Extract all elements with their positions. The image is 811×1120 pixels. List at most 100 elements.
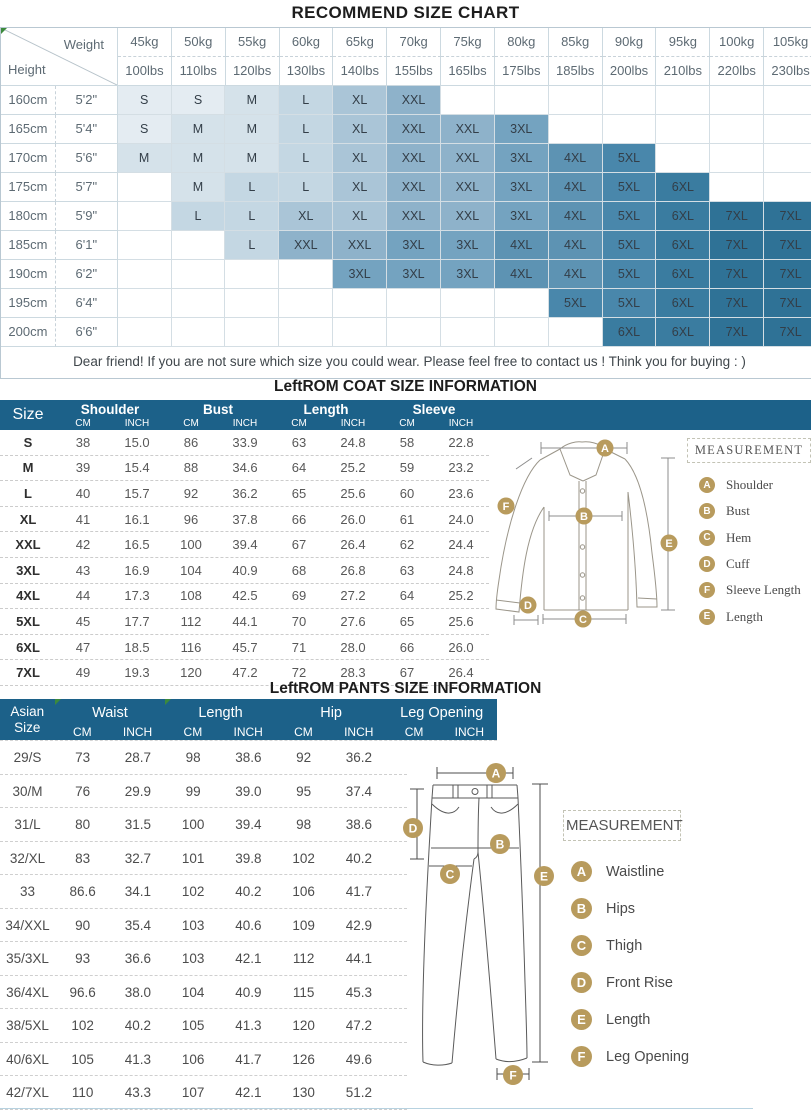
unit-cm-label: CM xyxy=(183,418,199,429)
size-cell: XXL xyxy=(387,173,441,202)
size-cell xyxy=(494,86,549,115)
coat-value-cell: 66 xyxy=(291,511,307,527)
size-cell: XXL xyxy=(440,115,495,144)
size-cell: 7XL xyxy=(710,260,765,289)
coat-value-cell: 17.3 xyxy=(124,588,150,604)
weight-kg-header-cell: 75kg xyxy=(441,28,495,57)
height-weight-corner-cell: Weight Height xyxy=(1,28,118,86)
pants-value-cell: 38.6 xyxy=(345,817,372,833)
height-row: 185cm 6'1" L XXL XXL 3XL 3XL 4XL 4XL 5XL 6XL 7XL 7XL xyxy=(1,231,811,260)
pants-value-cell: 38.6 xyxy=(235,750,262,766)
size-cell: 3XL xyxy=(387,231,441,260)
size-cell: L xyxy=(171,202,226,231)
coat-value-cell: 42 xyxy=(75,537,91,553)
coat-value-cell: 63 xyxy=(399,562,415,578)
pants-value-cell: 38.0 xyxy=(124,984,151,1000)
pants-size-table-body: 29/S 73 28.7 98 38.6 92 36.2 30/M 76 29.9 99 39.0 95… xyxy=(0,740,497,1110)
height-cm-cell: 165cm xyxy=(1,115,56,144)
coat-value-cell: 24.0 xyxy=(448,511,474,527)
coat-value-cell: 120 xyxy=(180,665,202,681)
size-cell: L xyxy=(279,173,334,202)
legend-badge-b: B xyxy=(571,898,592,919)
pants-value-cell: 45.3 xyxy=(345,984,372,1000)
recommend-size-table: Weight Height 45kg 50kg 55kg 60kg 65kg 70kg 75… xyxy=(0,27,811,379)
pants-table-header: Asian Size Waist CM INCH Length CM INCH Hi… xyxy=(0,699,497,740)
legend-item: A Waistline xyxy=(571,853,713,890)
height-cm-cell: 180cm xyxy=(1,202,56,231)
height-row: 165cm 5'4" S M M L XL XXL XXL 3XL xyxy=(1,115,811,144)
size-cell: XXL xyxy=(387,202,441,231)
coat-size-row: M 39 15.4 88 34.6 64 25.2 59 23.2 xyxy=(0,456,489,482)
coat-value-cell: 16.1 xyxy=(124,511,150,527)
height-row: 200cm 6'6" 6XL 6XL 7XL 7XL xyxy=(1,318,811,347)
coat-value-cell: 47.2 xyxy=(232,665,258,681)
size-cell: XL xyxy=(333,144,388,173)
legend-item: E Length xyxy=(571,1001,713,1038)
pants-value-cell: 28.7 xyxy=(124,750,151,766)
coat-value-cell: 18.5 xyxy=(124,639,150,655)
height-row: 175cm 5'7" M L L XL XXL XXL 3XL 4XL 5XL 6XL xyxy=(1,173,811,202)
coat-value-cell: 28.3 xyxy=(340,665,366,681)
pants-value-cell: 40.9 xyxy=(235,984,262,1000)
legend-label: Front Rise xyxy=(606,974,673,991)
weight-lbs-header-row: 100lbs 110lbs 120lbs 130lbs 140lbs 155lbs 165l… xyxy=(118,57,811,86)
size-cell xyxy=(764,144,811,173)
legend-badge-e: E xyxy=(699,608,715,625)
pants-size-row: 32/XL 83 32.7 101 39.8 102 40.2 xyxy=(0,842,497,876)
figure-badge-a: A xyxy=(492,767,501,781)
coat-value-cell: 92 xyxy=(183,485,199,501)
legend-label: Hips xyxy=(606,900,636,917)
coat-size-row: 3XL 43 16.9 104 40.9 68 26.8 63 24.8 xyxy=(0,558,489,584)
coat-size-table-body: S 38 15.0 86 33.9 63 24.8 58 22.8 M 39 15.4 88 34.6 64… xyxy=(0,430,489,686)
height-cm-cell: 170cm xyxy=(1,144,56,173)
size-cell xyxy=(494,289,549,318)
coat-value-cell: 23.6 xyxy=(448,485,474,501)
coat-value-cell: 15.7 xyxy=(124,485,150,501)
pants-value-cell: 126 xyxy=(292,1051,315,1067)
pants-value-cell: 106 xyxy=(181,1051,205,1067)
legend-label: Waistline xyxy=(606,863,665,880)
figure-badge-d: D xyxy=(409,822,418,836)
size-cell: 5XL xyxy=(602,231,657,260)
figure-badge-a: A xyxy=(601,443,609,455)
recommend-chart-title: RECOMMEND SIZE CHART xyxy=(291,3,520,22)
size-cell: XL xyxy=(333,115,388,144)
coat-value-cell: 88 xyxy=(183,460,199,476)
unit-inch-label: INCH xyxy=(232,418,258,429)
size-cell xyxy=(710,115,765,144)
coat-value-cell: 15.0 xyxy=(124,434,150,450)
size-cell xyxy=(279,318,334,347)
weight-kg-header-cell: 95kg xyxy=(656,28,711,57)
coat-size-label: 7XL xyxy=(16,665,40,681)
coat-size-row: 6XL 47 18.5 116 45.7 71 28.0 66 26.0 xyxy=(0,635,489,661)
coat-size-row: XXL 42 16.5 100 39.4 67 26.4 62 24.4 xyxy=(0,532,489,558)
coat-header-group-sleeve: Sleeve CM INCH xyxy=(380,400,488,430)
coat-value-cell: 16.9 xyxy=(124,562,150,578)
pants-value-cell: 32.7 xyxy=(124,850,151,866)
weight-lbs-header-cell: 130lbs xyxy=(279,57,334,86)
pants-measurement-figure: A B C D E F xyxy=(403,763,554,1085)
figure-badge-b: B xyxy=(496,838,505,852)
pants-value-cell: 43.3 xyxy=(124,1085,151,1101)
legend-badge-d: D xyxy=(571,972,592,993)
pants-value-cell: 41.7 xyxy=(345,884,372,900)
pants-value-cell: 47.2 xyxy=(345,1018,372,1034)
size-cell xyxy=(171,260,226,289)
weight-kg-header-cell: 45kg xyxy=(118,28,172,57)
coat-value-cell: 25.6 xyxy=(340,485,366,501)
size-cell xyxy=(548,115,603,144)
size-cell: 6XL xyxy=(656,231,711,260)
size-cell: M xyxy=(171,173,226,202)
weight-lbs-header-cell: 140lbs xyxy=(333,57,388,86)
size-cell: XXL xyxy=(387,86,441,115)
size-cell xyxy=(764,86,811,115)
coat-value-cell: 66 xyxy=(399,639,415,655)
coat-value-cell: 62 xyxy=(399,537,415,553)
height-row: 190cm 6'2" 3XL 3XL 3XL 4XL 4XL 5XL 6XL 7XL 7XL xyxy=(1,260,811,289)
legend-badge-f: F xyxy=(571,1046,592,1067)
coat-value-cell: 41 xyxy=(75,511,91,527)
pants-value-cell: 130 xyxy=(292,1085,315,1101)
coat-size-row: 5XL 45 17.7 112 44.1 70 27.6 65 25.6 xyxy=(0,609,489,635)
pants-size-row: 31/L 80 31.5 100 39.4 98 38.6 xyxy=(0,808,497,842)
size-cell xyxy=(117,289,172,318)
